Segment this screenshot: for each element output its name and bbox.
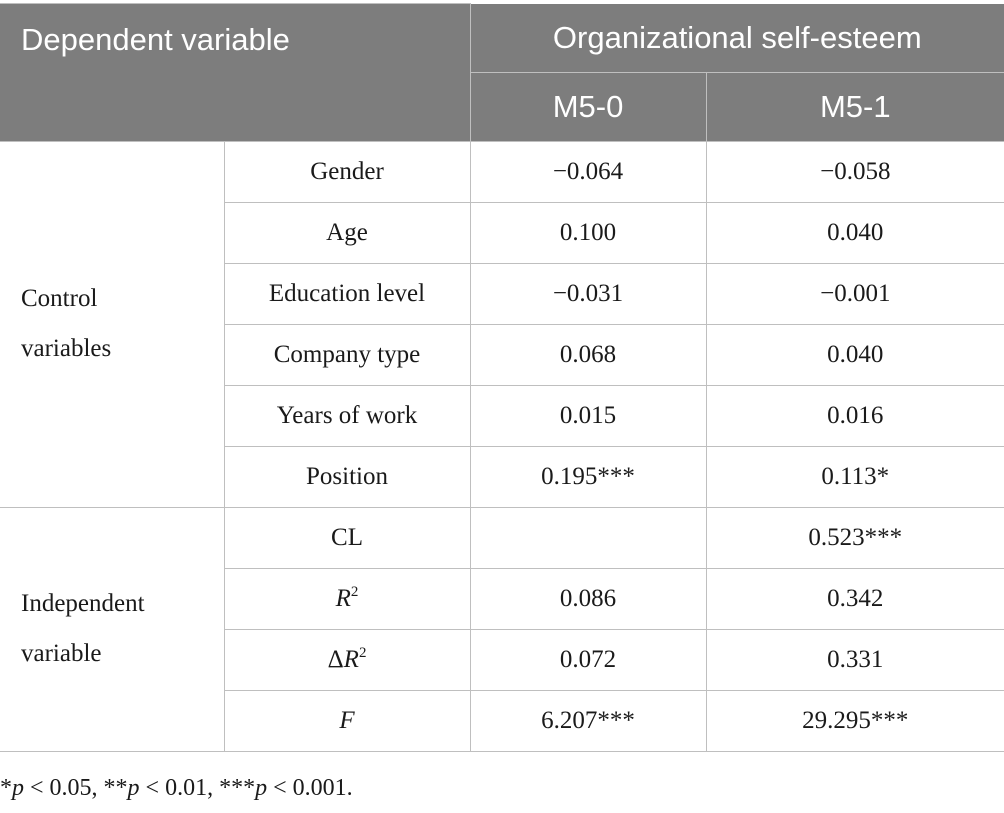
cell-m5-1: 0.523*** <box>705 506 1004 569</box>
footnote-part: < 0.001. <box>267 775 353 801</box>
footnote-part: * <box>0 775 12 801</box>
independent-variable-group: Independent variable <box>0 506 225 752</box>
cell-m5-1: 0.016 <box>705 384 1004 447</box>
regression-table: Dependent variable Organizational self-e… <box>0 3 1004 752</box>
footnote-p: p <box>12 775 24 801</box>
outcome-header: Organizational self-esteem <box>469 3 1004 73</box>
cell-m5-1: 0.040 <box>705 323 1004 386</box>
cell-m5-0: 0.072 <box>469 628 707 691</box>
cell-m5-1: 0.040 <box>705 201 1004 264</box>
cell-m5-1: 0.331 <box>705 628 1004 691</box>
cell-m5-0: 0.100 <box>469 201 707 264</box>
group-label-line: Control <box>21 285 98 312</box>
cell-m5-0: 0.015 <box>469 384 707 447</box>
cell-m5-0: −0.064 <box>469 140 707 203</box>
table-row: Education level −0.031 −0.001 <box>0 262 1004 325</box>
control-variables-group: Control variables <box>0 140 225 508</box>
cell-m5-1: 29.295*** <box>705 689 1004 752</box>
footnote-p: p <box>127 775 140 801</box>
table-row: Independent variable CL 0.523*** <box>0 506 1004 752</box>
delta-symbol: Δ <box>327 645 344 673</box>
row-label: CL <box>223 506 471 569</box>
r-symbol: R <box>343 645 359 673</box>
group-label-line: variable <box>21 640 102 667</box>
table-row: Age 0.100 0.040 <box>0 201 1004 264</box>
r-symbol: R <box>335 584 351 612</box>
cell-m5-1: 0.113* <box>705 445 1004 508</box>
row-label: F <box>223 689 471 752</box>
row-label: Years of work <box>223 384 471 447</box>
significance-footnote: *p < 0.05, **p < 0.01, ***p < 0.001. <box>0 775 353 802</box>
cell-m5-0: 6.207*** <box>469 689 707 752</box>
cell-m5-0: −0.031 <box>469 262 707 325</box>
row-label: Company type <box>223 323 471 386</box>
table-row: R2 0.086 0.342 <box>0 567 1004 630</box>
row-label: Position <box>223 445 471 508</box>
table-row: F 6.207*** 29.295*** <box>0 689 1004 752</box>
row-label: Gender <box>223 140 471 203</box>
cell-m5-0: 0.086 <box>469 567 707 630</box>
cell-m5-1: 0.342 <box>705 567 1004 630</box>
table-row: Company type 0.068 0.040 <box>0 323 1004 386</box>
superscript: 2 <box>350 583 359 600</box>
group-label-line: variables <box>21 335 112 362</box>
f-symbol: F <box>339 706 355 734</box>
superscript: 2 <box>358 644 367 661</box>
group-label-line: Independent <box>21 590 145 617</box>
cell-m5-0: 0.068 <box>469 323 707 386</box>
table-row: Control variables Gender −0.064 −0.058 <box>0 140 1004 508</box>
row-label: Age <box>223 201 471 264</box>
table-row: Years of work 0.015 0.016 <box>0 384 1004 447</box>
row-label: ΔR2 <box>223 628 471 691</box>
footnote-part: < 0.05, ** <box>24 775 128 801</box>
cell-m5-1: −0.058 <box>705 140 1004 203</box>
row-label: Education level <box>223 262 471 325</box>
row-label: R2 <box>223 567 471 630</box>
cell-m5-1: −0.001 <box>705 262 1004 325</box>
model-m5-0-header: M5-0 <box>469 71 707 142</box>
cell-m5-0: 0.195*** <box>469 445 707 508</box>
footnote-p: p <box>255 775 268 801</box>
model-m5-1-header: M5-1 <box>705 71 1004 142</box>
footnote-part: < 0.01, *** <box>139 775 256 801</box>
cell-m5-0 <box>469 506 707 569</box>
dependent-variable-header: Dependent variable <box>0 3 471 141</box>
